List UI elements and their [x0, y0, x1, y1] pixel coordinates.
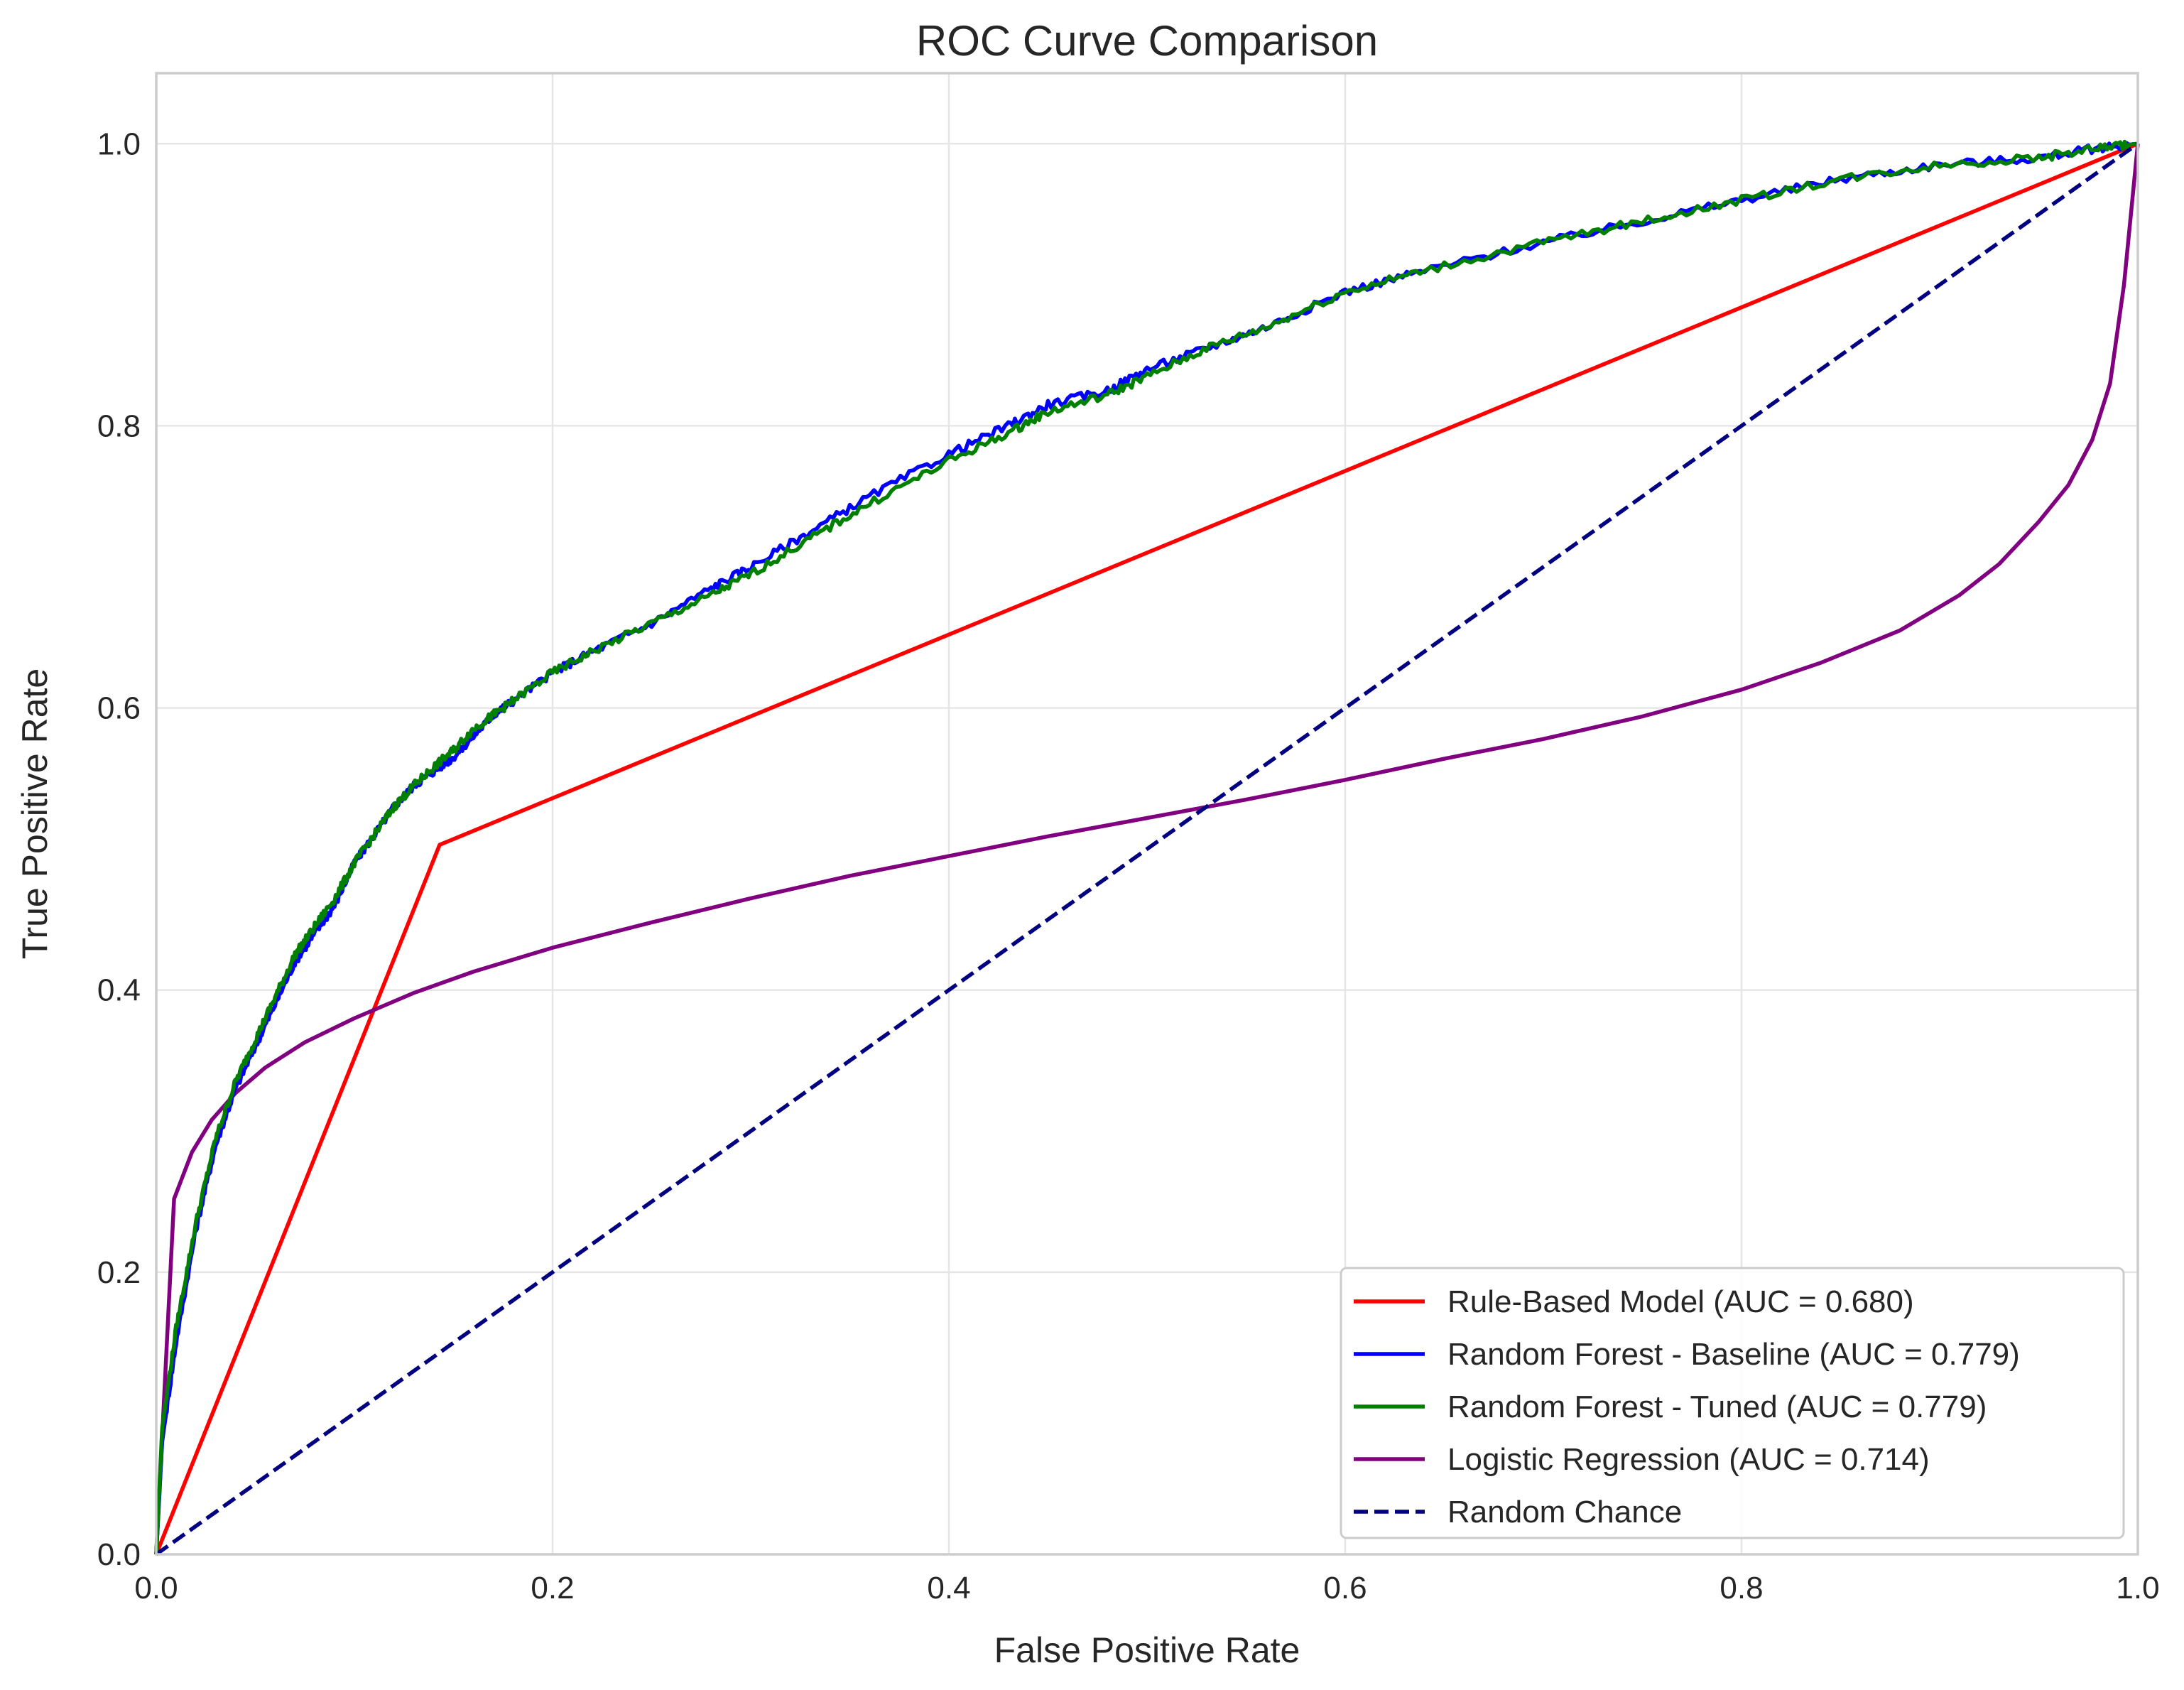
- y-tick-label: 0.2: [97, 1255, 141, 1290]
- plot-frame: [155, 72, 2139, 1556]
- legend-label: Random Chance: [1447, 1495, 1682, 1529]
- y-tick-label: 1.0: [97, 126, 141, 161]
- x-tick-label: 1.0: [2116, 1571, 2159, 1605]
- legend-label: Random Forest - Tuned (AUC = 0.779): [1447, 1390, 1987, 1424]
- legend-label: Logistic Regression (AUC = 0.714): [1447, 1442, 1930, 1477]
- series-line-3: [154, 143, 2140, 1555]
- legend-label: Rule-Based Model (AUC = 0.680): [1447, 1284, 1914, 1319]
- series-line-4: [155, 142, 2139, 1556]
- legend: Rule-Based Model (AUC = 0.680) Random For…: [1340, 1267, 2125, 1539]
- x-tick-label: 0.0: [134, 1571, 178, 1605]
- x-tick-label: 0.8: [1720, 1571, 1763, 1605]
- y-tick-label: 0.0: [97, 1537, 141, 1572]
- axis-ticks: 0.0 0.2 0.4 0.6 0.8 1.0 0.0 0.2 0.4 0.6 0.8 1.0: [97, 126, 2160, 1605]
- x-tick-label: 0.4: [927, 1571, 970, 1605]
- y-tick-label: 0.8: [97, 408, 141, 443]
- y-tick-label: 0.4: [97, 973, 141, 1008]
- y-axis-label: True Positive Rate: [15, 668, 55, 959]
- series-line-2: [154, 139, 2139, 1555]
- x-tick-label: 0.6: [1323, 1571, 1367, 1605]
- grid-lines: [155, 73, 2139, 1556]
- y-tick-label: 0.6: [97, 691, 141, 726]
- legend-box: [1340, 1267, 2125, 1539]
- chart-title: ROC Curve Comparison: [916, 17, 1378, 65]
- series-line-0: [154, 141, 2139, 1556]
- x-tick-label: 0.2: [531, 1571, 574, 1605]
- series-lines: [154, 139, 2140, 1556]
- legend-label: Random Forest - Baseline (AUC = 0.779): [1447, 1337, 2020, 1372]
- x-axis-label: False Positive Rate: [994, 1630, 1300, 1670]
